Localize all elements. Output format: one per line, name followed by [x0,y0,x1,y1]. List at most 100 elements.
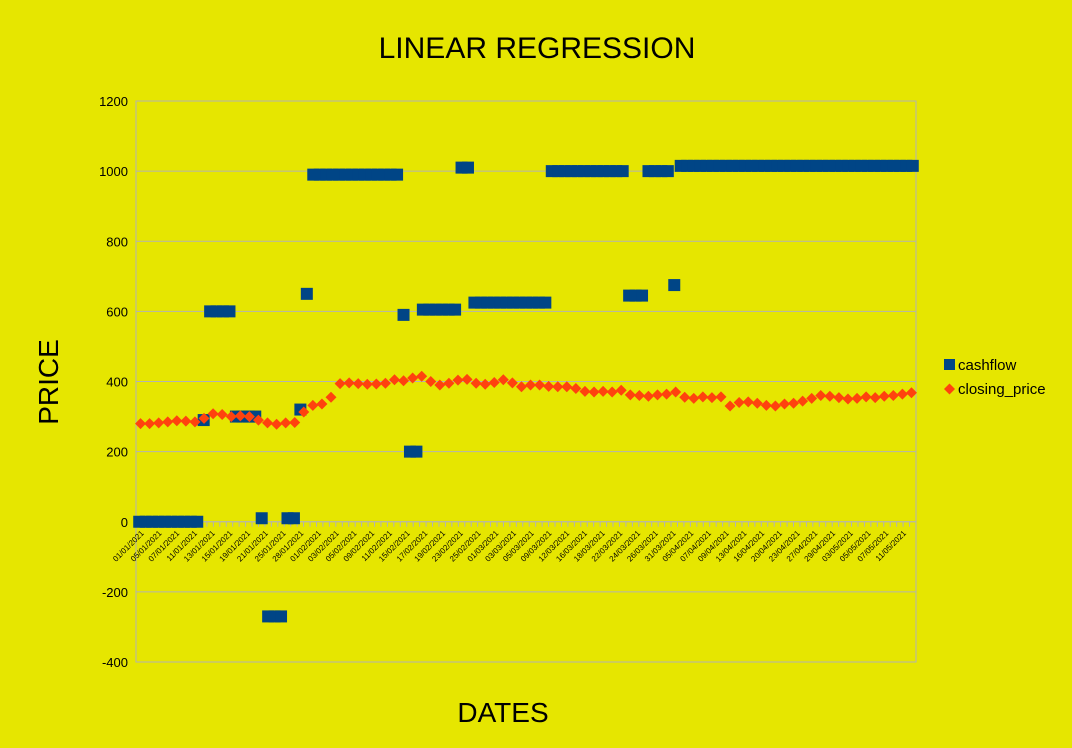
point-closing_price [606,386,618,398]
legend-marker-closing_price [944,383,955,395]
point-closing_price [461,373,473,385]
point-closing_price [624,389,636,401]
y-tick-label: -400 [102,655,128,670]
point-closing_price [833,392,845,404]
y-tick-label: 0 [121,515,128,530]
point-closing_price [180,415,192,427]
point-closing_price [379,377,391,389]
point-closing_price [797,395,809,407]
point-cashflow [616,165,629,178]
point-closing_price [325,391,337,403]
point-closing_price [343,377,355,389]
y-tick-label: 200 [106,445,128,460]
point-closing_price [153,417,165,429]
point-closing_price [398,375,410,387]
point-cashflow [275,610,288,623]
point-closing_price [135,418,147,430]
gridlines [135,100,917,663]
point-closing_price [307,399,319,411]
point-closing_price [425,376,437,387]
point-closing_price [280,417,292,429]
point-closing_price [216,408,228,420]
point-closing_price [905,387,917,399]
point-closing_price [842,393,854,405]
point-closing_price [697,391,709,403]
point-closing_price [361,378,373,390]
point-closing_price [561,381,573,393]
point-closing_price [869,392,881,404]
point-closing_price [579,385,591,397]
point-closing_price [788,397,800,409]
point-closing_price [661,388,673,400]
point-closing_price [670,386,682,398]
point-closing_price [615,384,627,396]
y-tick-label: 1200 [99,94,128,109]
point-closing_price [506,377,518,389]
point-closing_price [434,379,446,391]
point-closing_price [225,411,237,423]
point-closing_price [633,390,645,402]
point-closing_price [252,414,264,426]
point-closing_price [271,418,283,430]
point-cashflow [223,305,236,318]
point-closing_price [688,392,700,404]
point-cashflow [191,515,204,528]
legend-label-cashflow: cashflow [958,357,1017,374]
point-closing_price [162,416,174,428]
point-closing_price [769,400,781,412]
point-closing_price [189,416,201,428]
point-closing_price [806,392,818,404]
point-closing_price [642,390,654,402]
point-cashflow [668,279,681,292]
point-cashflow [391,168,404,181]
point-cashflow [461,161,474,174]
point-cashflow [636,289,649,302]
point-cashflow [410,445,423,458]
point-cashflow [661,165,674,178]
point-closing_price [334,378,346,390]
point-cashflow [255,512,268,525]
point-cashflow [300,287,313,300]
point-closing_price [715,391,727,403]
point-closing_price [443,377,455,389]
point-closing_price [289,417,301,429]
y-tick-label: 600 [106,304,128,319]
point-cashflow [449,303,462,316]
point-closing_price [887,390,899,402]
point-cashflow [287,512,300,525]
point-cashflow [906,159,919,172]
point-cashflow [507,296,520,309]
point-closing_price [778,398,790,410]
point-closing_price [706,392,718,404]
point-closing_price [243,411,255,423]
point-closing_price [452,374,464,386]
y-axis-title: PRICE [33,339,64,425]
series-closing_price [135,370,917,430]
point-closing_price [470,377,482,389]
x-axis-title: DATES [457,697,548,728]
point-closing_price [878,390,890,402]
point-closing_price [488,377,500,389]
legend: cashflow closing_price [944,357,1046,398]
point-closing_price [262,417,274,429]
point-closing_price [588,386,600,398]
point-closing_price [298,406,310,418]
point-closing_price [525,379,537,391]
point-closing_price [760,399,772,411]
point-closing_price [515,381,527,393]
series-marks [133,159,919,623]
point-closing_price [144,418,156,430]
y-axis-ticks: -400 -200 0 200 400 600 800 1000 1200 [99,94,128,670]
point-closing_price [851,392,863,404]
point-closing_price [388,374,400,386]
point-closing_price [198,412,210,424]
point-closing_price [570,383,582,395]
point-closing_price [534,379,546,391]
point-closing_price [207,408,219,420]
point-closing_price [370,378,382,390]
point-closing_price [497,374,509,386]
point-closing_price [416,370,428,382]
point-cashflow [500,296,513,309]
